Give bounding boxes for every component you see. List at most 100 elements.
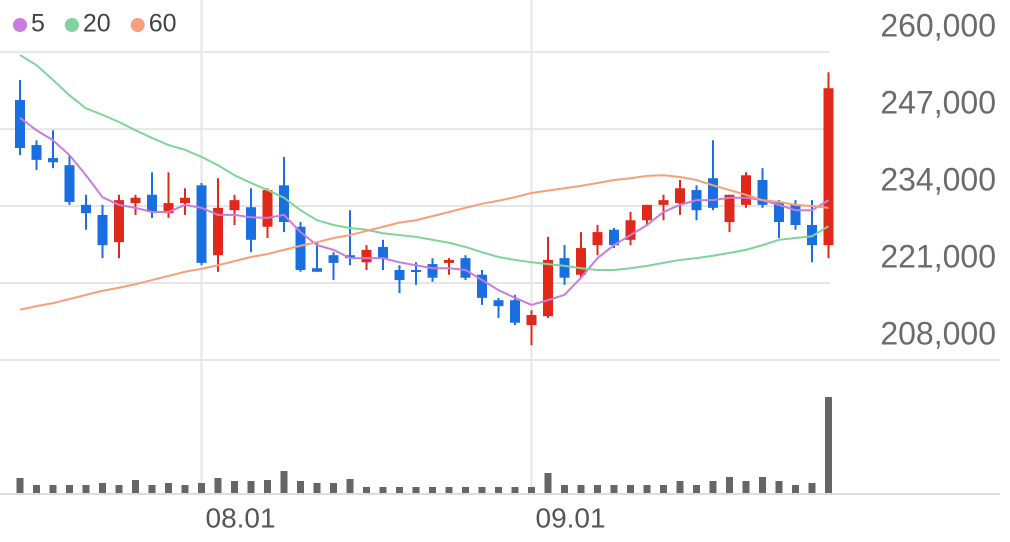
candle-body: [246, 207, 256, 240]
candle-body: [114, 200, 124, 243]
ma-line: [19, 174, 829, 311]
candle-body: [229, 200, 240, 211]
candle-body: [81, 204, 91, 214]
candle-body: [592, 232, 603, 246]
volume-bar: [445, 487, 453, 493]
candle-body: [345, 255, 355, 259]
legend-label: 20: [83, 10, 111, 38]
volume-bar: [214, 478, 222, 493]
candle-body: [444, 259, 454, 263]
volume-bar: [759, 477, 766, 493]
x-tick-label: 08.01: [206, 502, 276, 533]
candle-body: [790, 204, 801, 225]
volume-bar: [165, 483, 172, 493]
candle-body: [378, 246, 388, 259]
x-tick-label: 09.01: [536, 502, 606, 533]
volume-bar: [231, 481, 238, 493]
volume-bar: [346, 479, 354, 493]
candle-body: [460, 258, 471, 278]
candle-body: [130, 197, 141, 204]
candle-body: [559, 258, 570, 278]
volume-bar: [726, 477, 733, 493]
volume-bar: [561, 485, 568, 493]
volume-bar: [495, 487, 502, 493]
candle-body: [31, 145, 42, 160]
candle-body: [64, 165, 75, 202]
legend-dot: [130, 18, 145, 32]
candle-body: [427, 264, 438, 278]
legend-dot: [13, 18, 27, 32]
candle-body: [477, 274, 487, 298]
candle-body: [807, 225, 817, 246]
candle-body: [196, 185, 207, 263]
volume-bar: [825, 397, 832, 493]
candle-body: [361, 249, 372, 263]
volume-bar: [82, 485, 90, 493]
candle-body: [213, 207, 223, 256]
candle-body: [609, 229, 619, 246]
volume-bar: [181, 485, 189, 493]
volume-bar: [297, 481, 304, 493]
volume-bar: [643, 485, 651, 493]
y-tick-label: 247,000: [880, 85, 996, 121]
candle-body: [658, 200, 669, 205]
volume-bar: [396, 487, 403, 493]
candle-body: [295, 226, 306, 270]
candle-body: [147, 194, 157, 212]
candle-body: [823, 88, 834, 246]
volume-bar: [264, 480, 271, 493]
candle-body: [279, 185, 289, 223]
volume-bar: [478, 487, 486, 493]
volume-bar: [627, 485, 634, 493]
y-tick-label: 221,000: [880, 238, 996, 274]
candle-body: [642, 204, 652, 221]
candle-body: [510, 300, 520, 323]
legend-dot: [64, 18, 79, 32]
candle-body: [708, 178, 718, 208]
volume-bar: [676, 481, 684, 493]
volume-bar: [412, 487, 420, 493]
candle-body: [15, 100, 25, 149]
volume-bar: [49, 485, 57, 493]
candle-body: [675, 188, 685, 204]
volume-bar: [115, 485, 123, 493]
volume-bar: [544, 473, 552, 493]
volume-bar: [775, 481, 783, 493]
y-tick-label: 234,000: [880, 162, 996, 198]
candle-body: [180, 197, 190, 204]
y-tick-label: 260,000: [880, 8, 996, 44]
volume-bar: [363, 487, 370, 493]
candle-body: [394, 270, 405, 281]
volume-bar: [594, 485, 601, 493]
candle-body: [163, 203, 174, 214]
volume-bar: [132, 480, 139, 493]
candle-body: [493, 300, 504, 307]
candle-body: [262, 190, 273, 227]
candle-body: [312, 268, 322, 272]
legend-label: 60: [149, 10, 177, 38]
candle-body: [543, 259, 553, 317]
candle-body: [757, 180, 768, 205]
candle-body: [724, 194, 735, 223]
volume-bar: [330, 483, 337, 493]
volume-bar: [198, 483, 205, 493]
volume-bar: [16, 478, 24, 493]
volume-bar: [792, 485, 799, 493]
volume-bar: [429, 487, 436, 493]
candle-body: [97, 214, 108, 246]
candle-body: [48, 158, 58, 163]
volume-bar: [709, 481, 717, 493]
candle-body: [411, 270, 421, 272]
volume-bar: [66, 485, 73, 493]
volume-bar: [577, 485, 585, 493]
candle-body: [576, 248, 586, 275]
volume-bar: [99, 483, 106, 493]
ma-line: [19, 54, 830, 271]
y-tick-label: 208,000: [880, 315, 996, 351]
volume-bar: [511, 487, 519, 493]
legend-label: 5: [31, 10, 45, 38]
volume-bar: [148, 485, 156, 493]
volume-bar: [742, 481, 750, 493]
